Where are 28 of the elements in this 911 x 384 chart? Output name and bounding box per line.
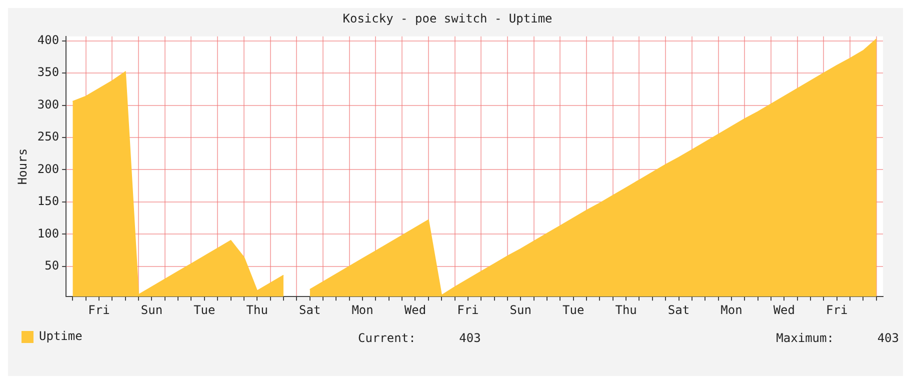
y-tick-label: 300 [37,97,60,112]
x-tick-label: Mon [352,302,374,317]
y-tick-label: 250 [37,130,60,144]
x-tick-label: Sun [140,302,163,317]
x-tick-label: Sat [298,302,321,317]
y-tick-label: 400 [37,33,60,48]
x-tick-label: Wed [404,302,426,317]
y-tick-label: 200 [37,162,60,176]
x-tick-label: Tue [194,302,216,317]
y-axis-title: Hours [15,148,30,185]
text: Maximum: 403 [776,331,899,345]
x-tick-label: Thu [246,302,268,317]
x-tick-label: Mon [720,302,742,317]
chart-title: Kosicky - poe switch - Uptime [342,11,552,26]
y-tick-label: 50 [44,258,60,272]
legend-label: Uptime [39,329,82,344]
x-tick-label: Sat [668,302,690,317]
y-tick-label: 100 [37,226,60,240]
y-tick-label: 350 [37,65,60,80]
x-tick-label: Fri [826,302,848,317]
x-tick-label: Fri [88,302,110,317]
y-tick-label: 150 [37,194,60,208]
x-tick-label: Sun [510,302,532,317]
text: Current: 403 [358,331,481,345]
x-tick-label: Thu [615,302,637,317]
x-tick-label: Wed [773,302,796,317]
x-tick-label: Fri [457,302,479,317]
x-tick-label: Tue [562,302,584,317]
